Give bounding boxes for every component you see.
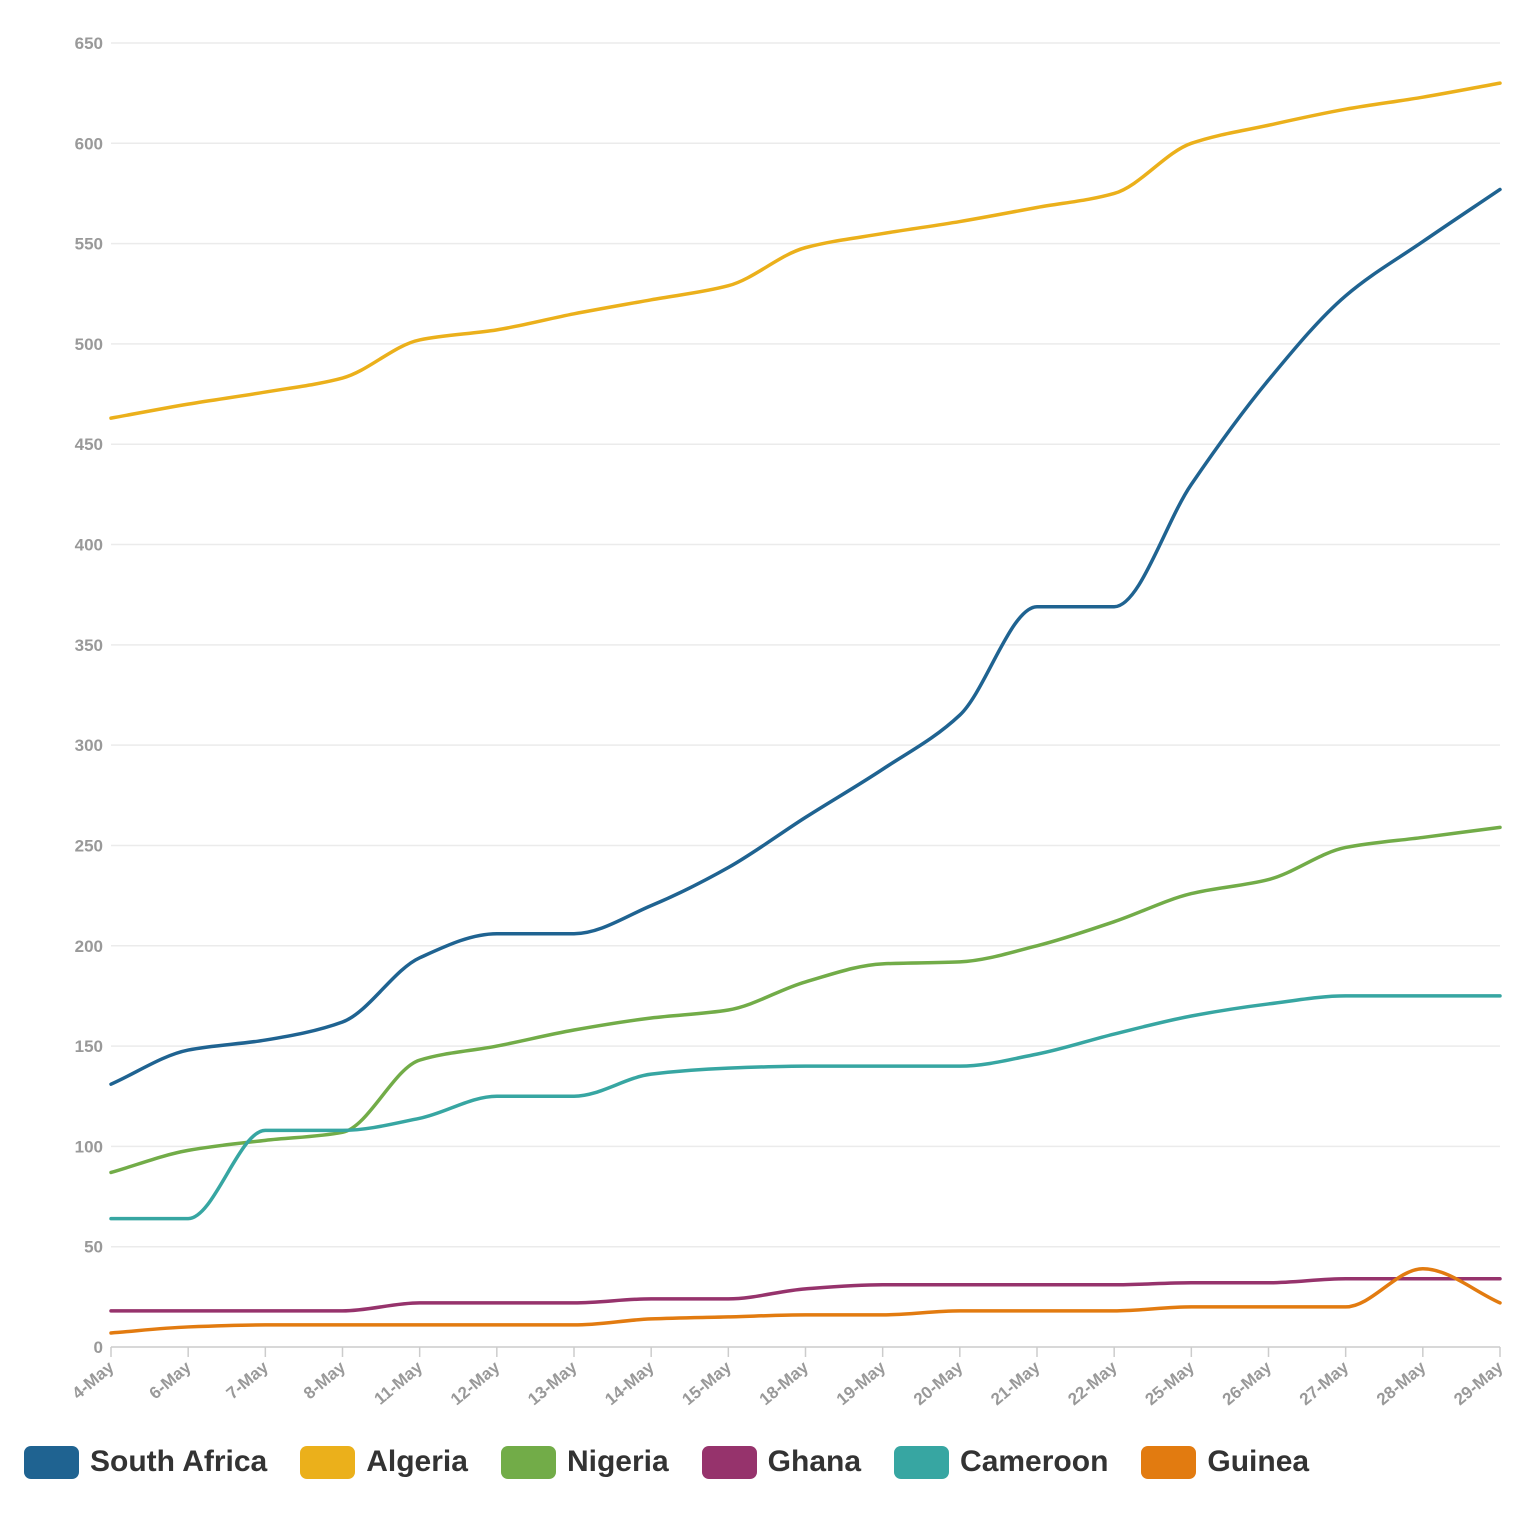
y-tick-label: 100: [75, 1137, 103, 1156]
legend-item-algeria[interactable]: Algeria: [300, 1445, 468, 1479]
y-tick-label: 50: [84, 1238, 103, 1257]
x-tick-label: 29-May: [1450, 1357, 1507, 1409]
legend-item-cameroon[interactable]: Cameroon: [894, 1445, 1108, 1479]
x-tick-label: 25-May: [1142, 1357, 1199, 1409]
series-line-guinea: [109, 1267, 1502, 1335]
x-tick-label: 27-May: [1296, 1357, 1353, 1409]
legend-label: Guinea: [1207, 1445, 1310, 1478]
x-tick-label: 18-May: [756, 1357, 813, 1409]
legend-label: South Africa: [90, 1445, 268, 1478]
legend-label: Cameroon: [960, 1445, 1109, 1478]
legend-item-nigeria[interactable]: Nigeria: [500, 1445, 669, 1479]
x-tick-label: 26-May: [1219, 1357, 1276, 1409]
y-tick-label: 650: [75, 34, 103, 53]
x-tick-label: 21-May: [987, 1357, 1044, 1409]
x-tick-label: 4-May: [68, 1357, 118, 1403]
x-tick-label: 8-May: [300, 1357, 350, 1403]
legend-swatch: [1141, 1445, 1197, 1479]
series-line-south-africa: [109, 187, 1502, 1086]
x-tick-label: 7-May: [223, 1357, 273, 1403]
y-axis: 0 50 100 150 200 250 300 350 400 450 500 550 600 650: [75, 34, 103, 1357]
legend-swatch: [894, 1445, 950, 1479]
y-tick-label: 600: [75, 134, 103, 153]
legend-swatch: [300, 1445, 356, 1479]
x-tick-label: 14-May: [601, 1357, 658, 1409]
x-tick-label: 13-May: [524, 1357, 581, 1409]
y-tick-label: 250: [75, 836, 103, 855]
y-tick-label: 350: [75, 636, 103, 655]
x-tick-label: 6-May: [146, 1357, 196, 1403]
legend-item-guinea[interactable]: Guinea: [1141, 1445, 1309, 1479]
series-line-ghana: [109, 1277, 1502, 1313]
series-line-algeria: [109, 81, 1502, 420]
x-tick-label: 11-May: [371, 1357, 427, 1408]
y-tick-label: 450: [75, 435, 103, 454]
series-line-cameroon: [109, 994, 1502, 1221]
legend: South Africa Algeria Nigeria Ghana Cameroon G…: [24, 1445, 1342, 1479]
x-tick-label: 12-May: [447, 1357, 504, 1409]
legend-item-ghana[interactable]: Ghana: [701, 1445, 862, 1479]
y-tick-label: 0: [94, 1338, 103, 1357]
legend-label: Nigeria: [566, 1445, 669, 1478]
legend-item-south-africa[interactable]: South Africa: [24, 1445, 267, 1479]
series-lines: [109, 81, 1502, 1335]
legend-swatch: [24, 1445, 79, 1479]
legend-swatch: [500, 1445, 556, 1479]
x-tick-label: 19-May: [833, 1357, 890, 1409]
x-tick-label: 22-May: [1064, 1357, 1121, 1409]
gridlines: [111, 42, 1500, 1348]
x-tick-label: 28-May: [1373, 1357, 1430, 1409]
legend-label: Ghana: [767, 1445, 862, 1478]
x-tick-label: 15-May: [679, 1357, 736, 1409]
series-line-nigeria: [109, 825, 1502, 1175]
y-tick-label: 500: [75, 335, 103, 354]
legend-label: Algeria: [366, 1445, 468, 1478]
y-tick-label: 300: [75, 736, 103, 755]
y-tick-label: 200: [75, 937, 103, 956]
y-tick-label: 150: [75, 1037, 103, 1056]
y-tick-label: 550: [75, 235, 103, 254]
x-axis: 4-May 6-May 7-May 8-May 11-May 12-May 13-May 14…: [68, 1347, 1507, 1409]
x-tick-label: 20-May: [910, 1357, 967, 1409]
legend-swatch: [701, 1445, 757, 1479]
line-chart: 050100150200250300350400450500550600650 …: [68, 34, 1507, 1409]
y-tick-label: 400: [75, 536, 103, 555]
